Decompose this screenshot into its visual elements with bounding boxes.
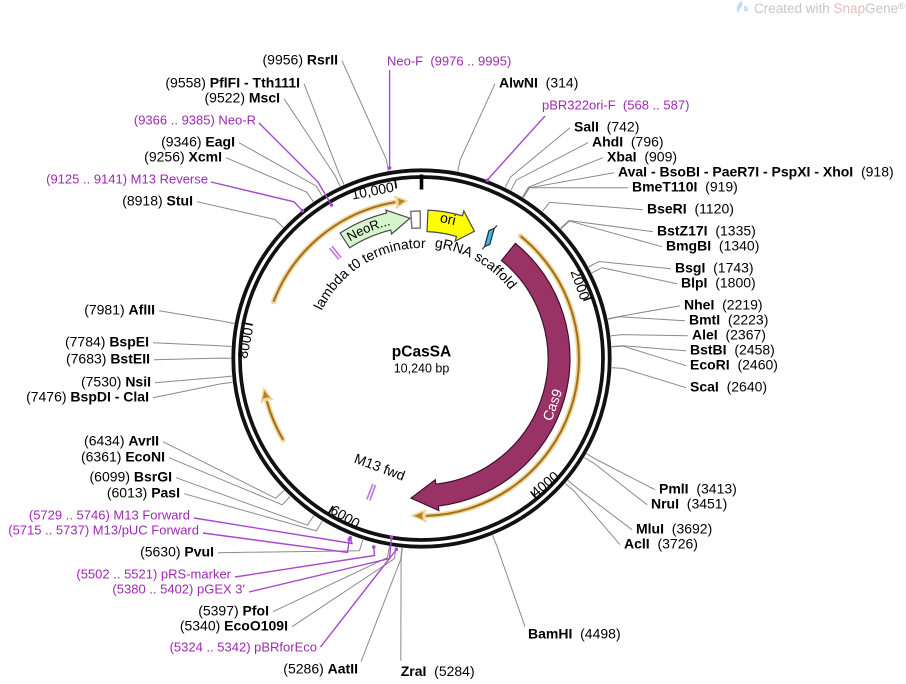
svg-text:(5729 .. 5746) M13 Forward: (5729 .. 5746) M13 Forward [29,508,190,523]
svg-text:EcoRI (2460): EcoRI (2460) [690,357,778,373]
svg-text:t: t [408,235,413,251]
svg-text:MluI (3692): MluI (3692) [636,521,712,537]
svg-text:(7784) BspEI: (7784) BspEI [65,334,149,350]
svg-text:(6099) BsrGI: (6099) BsrGI [90,469,172,485]
svg-text:10,240 bp: 10,240 bp [394,361,450,375]
svg-text:.: . [377,215,385,230]
svg-text:pBR322ori-F (568 .. 587): pBR322ori-F (568 .. 587) [542,97,689,112]
svg-text:(9125 .. 9141) M13 Reverse: (9125 .. 9141) M13 Reverse [46,172,208,187]
svg-text:t: t [359,250,370,266]
svg-text:ZraI (5284): ZraI (5284) [401,663,475,679]
svg-text:r: r [370,244,381,261]
svg-text:AlwNI (314): AlwNI (314) [499,75,578,91]
svg-text:(7530) NsiI: (7530) NsiI [81,374,151,390]
svg-text:o: o [412,235,421,251]
svg-text:(5397) PfoI: (5397) PfoI [198,603,269,619]
svg-text:.: . [381,214,388,229]
svg-text:(6361) EcoNI: (6361) EcoNI [81,449,165,465]
svg-text:BamHI (4498): BamHI (4498) [528,626,621,642]
svg-text:R: R [441,236,455,254]
svg-text:XbaI (909): XbaI (909) [607,149,677,165]
svg-text:(5324 .. 5342) pBRforEco: (5324 .. 5342) pBRforEco [170,640,317,655]
svg-text:(9522) MscI: (9522) MscI [205,90,280,106]
svg-text:i: i [387,239,394,255]
svg-text:BstZ17I (1335): BstZ17I (1335) [657,223,756,239]
svg-text:NruI (3451): NruI (3451) [651,496,727,512]
svg-text:BmgBI (1340): BmgBI (1340) [666,238,759,254]
svg-text:(5340) EcoO109I: (5340) EcoO109I [180,618,288,634]
svg-text:Created with SnapGene®: Created with SnapGene® [754,1,905,16]
svg-text:(7683) BstEII: (7683) BstEII [66,351,150,367]
svg-text:.: . [384,213,391,228]
svg-text:PmlI (3413): PmlI (3413) [659,481,737,497]
svg-text:(9558) PflFI - Tth111I: (9558) PflFI - Tth111I [165,75,300,91]
svg-text:8000: 8000 [234,326,256,360]
svg-text:g: g [434,234,444,251]
svg-text:(5630) PvuI: (5630) PvuI [140,544,214,560]
svg-text:AclI (3726): AclI (3726) [624,536,698,552]
svg-text:(9956) RsrII: (9956) RsrII [263,52,338,68]
svg-text:BstBI (2458): BstBI (2458) [690,342,775,358]
svg-text:(7981) AflII: (7981) AflII [84,302,155,318]
svg-text:BlpI (1800): BlpI (1800) [681,275,756,291]
svg-text:NheI (2219): NheI (2219) [684,297,763,313]
svg-text:BmeT110I (919): BmeT110I (919) [632,179,738,195]
svg-text:(5380 .. 5402) pGEX 3': (5380 .. 5402) pGEX 3' [112,582,245,597]
svg-text:a: a [400,236,410,253]
svg-text:AvaI - BsoBI - PaeR7I - PspXI: AvaI - BsoBI - PaeR7I - PspXI - XhoI (91… [618,164,894,180]
svg-text:(7476) BspDI - ClaI: (7476) BspDI - ClaI [26,389,149,405]
svg-text:BmtI (2223): BmtI (2223) [689,312,768,328]
svg-text:(9366 .. 9385) Neo-R: (9366 .. 9385) Neo-R [134,113,256,128]
svg-text:(6434) AvrII: (6434) AvrII [84,433,159,449]
svg-text:ori: ori [439,209,458,228]
svg-text:AleI (2367): AleI (2367) [692,327,766,343]
svg-text:m: m [376,240,392,259]
svg-text:(5502 .. 5521) pRS-marker: (5502 .. 5521) pRS-marker [76,567,231,582]
svg-text:l: l [310,302,326,312]
svg-text:n: n [391,237,402,254]
svg-text:(5715 .. 5737) M13/pUC Forward: (5715 .. 5737) M13/pUC Forward [8,523,199,538]
svg-text:N: N [451,238,466,256]
svg-text:pCasSA: pCasSA [392,343,451,360]
svg-text:AhdI (796): AhdI (796) [592,134,664,150]
svg-text:r: r [421,235,426,251]
svg-text:(9256) XcmI: (9256) XcmI [144,149,222,165]
svg-text:ScaI (2640): ScaI (2640) [690,379,767,395]
svg-text:(5286) AatII: (5286) AatII [283,661,358,677]
svg-text:SalI (742): SalI (742) [574,119,639,135]
svg-text:BseRI (1120): BseRI (1120) [647,201,734,217]
svg-text:BsgI (1743): BsgI (1743) [675,260,754,276]
svg-text:Neo-F (9976 .. 9995): Neo-F (9976 .. 9995) [387,54,511,69]
svg-text:(6013) PasI: (6013) PasI [107,485,180,501]
svg-text:(8918) StuI: (8918) StuI [122,193,193,209]
svg-text:(9346) EagI: (9346) EagI [161,134,235,150]
